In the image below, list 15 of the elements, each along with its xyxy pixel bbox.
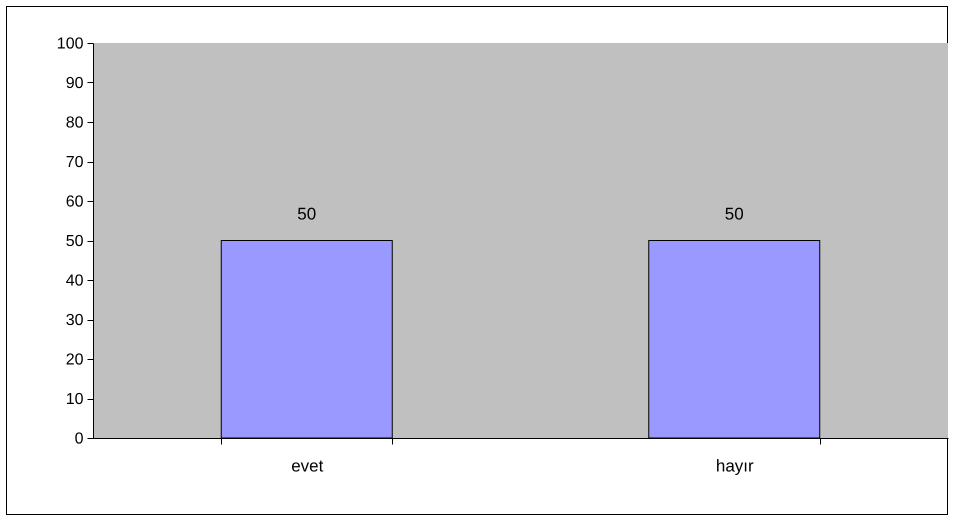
y-tick-label: 60 <box>66 194 84 210</box>
y-tick-label: 70 <box>66 154 84 171</box>
y-tick-label: 40 <box>66 272 84 290</box>
y-tick-label: 0 <box>74 430 84 448</box>
y-tick-label: 20 <box>66 352 84 368</box>
y-tick-label: 90 <box>66 75 84 92</box>
y-tick-label: 30 <box>66 312 84 329</box>
y-tick-label: 10 <box>66 391 84 408</box>
x-tick-label: hayır <box>716 456 754 476</box>
data-label: 50 <box>724 204 744 224</box>
y-tick-label: 50 <box>66 233 84 250</box>
data-label: 50 <box>297 204 316 224</box>
y-tick-label: 80 <box>66 114 84 132</box>
y-tick-label: 100 <box>56 36 84 52</box>
x-tick-label: evet <box>291 456 324 476</box>
